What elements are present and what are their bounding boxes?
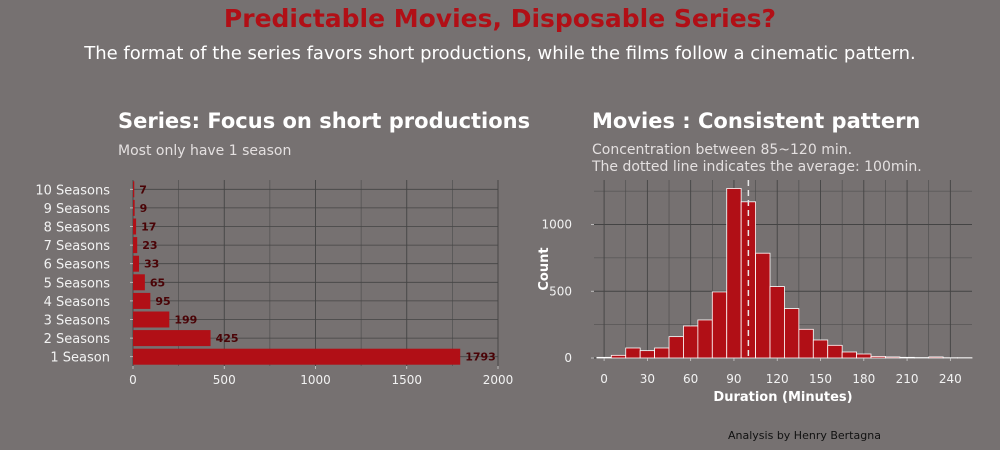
histogram-bar (755, 252, 771, 359)
x-tick-label: 1000 (300, 373, 331, 387)
x-tick-label: 180 (852, 372, 875, 386)
y-tick-label: 0 (564, 351, 572, 365)
x-tick-label: 90 (726, 372, 741, 386)
bar (133, 292, 151, 309)
category-label: 7 Seasons (44, 239, 111, 254)
data-label: 95 (155, 295, 170, 308)
histogram-bar (827, 344, 843, 359)
category-label: 3 Seasons (44, 314, 111, 329)
histogram-bar (841, 351, 857, 359)
bar (133, 274, 145, 291)
category-label: 1 Season (50, 351, 110, 366)
x-tick-label: 0 (129, 373, 137, 387)
x-axis-label: Duration (Minutes) (713, 390, 852, 405)
category-label: 9 Seasons (44, 202, 111, 217)
category-label: 8 Seasons (44, 221, 111, 236)
series-chart-subtitle: Most only have 1 season (118, 143, 292, 159)
main-subtitle: The format of the series favors short pr… (84, 43, 916, 64)
histogram-bar (625, 347, 641, 359)
histogram-bar (654, 347, 670, 359)
bar (133, 330, 211, 347)
x-tick-label: 210 (896, 372, 919, 386)
x-tick-label: 0 (600, 372, 608, 386)
bar (133, 218, 137, 235)
category-label: 2 Seasons (44, 332, 111, 347)
histogram-bar (610, 354, 627, 359)
bar (133, 348, 461, 365)
data-label: 17 (141, 221, 156, 234)
bar (133, 311, 170, 328)
data-label: 23 (142, 239, 157, 252)
histogram-bar (769, 286, 785, 359)
bar (133, 255, 140, 272)
histogram-bar (812, 339, 829, 359)
data-label: 7 (139, 183, 147, 196)
histogram-bar (856, 353, 872, 359)
x-tick-label: 150 (809, 372, 832, 386)
movies-chart-subtitle-line-1: Concentration between 85~120 min. (592, 142, 853, 158)
y-tick-label: 1000 (541, 218, 572, 232)
x-tick-label: 2000 (483, 373, 514, 387)
x-tick-label: 240 (939, 372, 962, 386)
histogram-bar (697, 319, 713, 359)
data-label: 65 (150, 276, 165, 289)
histogram-bar (928, 356, 944, 359)
x-tick-label: 500 (213, 373, 236, 387)
histogram-bar (596, 356, 612, 359)
bar (133, 237, 138, 254)
x-tick-label: 60 (683, 372, 698, 386)
data-label: 33 (144, 258, 159, 271)
main-title: Predictable Movies, Disposable Series? (223, 4, 777, 33)
credit-text: Analysis by Henry Bertagna (728, 429, 881, 442)
histogram-bar (683, 325, 699, 359)
data-label: 9 (140, 202, 148, 215)
movies-chart-title: Movies : Consistent pattern (592, 109, 921, 133)
bar (133, 199, 135, 216)
category-label: 4 Seasons (44, 295, 111, 310)
histogram-bar (870, 355, 886, 359)
y-axis-label: Count (537, 247, 552, 290)
data-label: 1793 (465, 351, 496, 364)
series-chart-title: Series: Focus on short productions (118, 109, 531, 133)
bar (133, 181, 135, 198)
y-tick-label: 500 (549, 284, 572, 298)
histogram-bar (726, 188, 742, 359)
histogram-bar (899, 356, 915, 359)
data-label: 425 (216, 332, 239, 345)
category-label: 5 Seasons (44, 276, 111, 291)
histogram-bar (885, 356, 901, 359)
x-tick-label: 1500 (391, 373, 422, 387)
histogram-bar (798, 328, 814, 359)
category-label: 6 Seasons (44, 258, 111, 273)
histogram-bar (639, 350, 655, 359)
x-tick-label: 120 (766, 372, 789, 386)
histogram-bar (668, 336, 684, 359)
histogram-bar (711, 291, 728, 359)
data-label: 199 (174, 314, 197, 327)
x-tick-label: 30 (640, 372, 655, 386)
movies-chart-subtitle-line-2: The dotted line indicates the average: 1… (592, 159, 922, 175)
category-label: 10 Seasons (35, 183, 110, 198)
histogram-bar (784, 308, 800, 359)
